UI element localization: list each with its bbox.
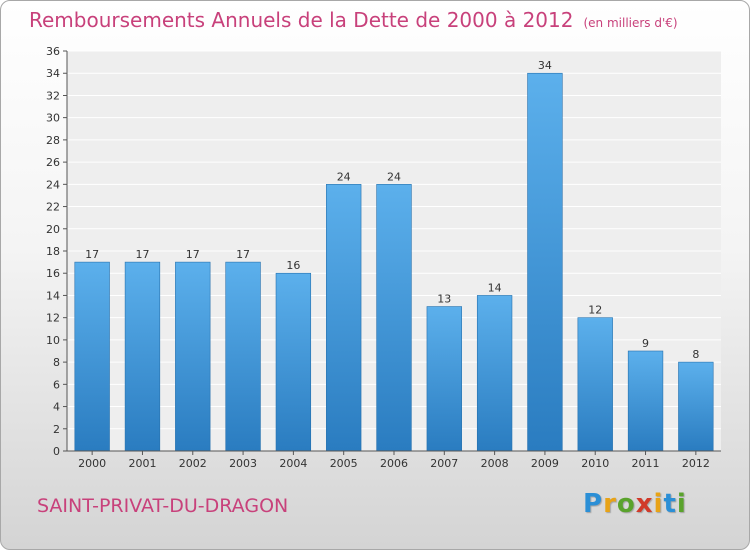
logo-letter: P [583, 489, 604, 519]
data-label-2006: 24 [387, 170, 401, 183]
logo-letter: i [676, 489, 687, 519]
logo-letter: r [603, 489, 617, 519]
y-tick-label: 16 [46, 267, 60, 280]
data-label-2001: 17 [135, 248, 149, 261]
data-label-2005: 24 [337, 170, 351, 183]
chart-unit-note: (en milliers d'€) [583, 16, 678, 30]
x-tick-label-2004: 2004 [279, 457, 307, 470]
x-tick-label-2000: 2000 [78, 457, 106, 470]
y-tick-label: 12 [46, 312, 60, 325]
data-label-2004: 16 [286, 259, 300, 272]
y-tick-label: 10 [46, 334, 60, 347]
x-tick-label-2009: 2009 [531, 457, 559, 470]
data-label-2008: 14 [488, 281, 502, 294]
y-tick-label: 28 [46, 134, 60, 147]
bar-2003 [225, 261, 261, 452]
chart-title: Remboursements Annuels de la Dette de 20… [29, 8, 678, 32]
bar-2012 [678, 361, 714, 452]
data-label-2012: 8 [692, 348, 699, 361]
y-tick-label: 26 [46, 156, 60, 169]
x-tick-label-2006: 2006 [380, 457, 408, 470]
y-tick-label: 18 [46, 245, 60, 258]
y-tick-label: 8 [53, 356, 60, 369]
y-tick-label: 36 [46, 45, 60, 58]
chart-title-text: Remboursements Annuels de la Dette de 20… [29, 8, 574, 32]
y-tick-label: 6 [53, 378, 60, 391]
y-tick-label: 22 [46, 201, 60, 214]
logo-letter: i [653, 489, 664, 519]
data-label-2000: 17 [85, 248, 99, 261]
x-tick-label-2001: 2001 [128, 457, 156, 470]
bar-2011 [627, 350, 664, 452]
bar-2007 [426, 306, 462, 452]
commune-name: SAINT-PRIVAT-DU-DRAGON [37, 495, 289, 517]
y-tick-label: 14 [46, 289, 60, 302]
y-tick-label: 24 [46, 178, 60, 191]
y-tick-label: 0 [53, 445, 60, 458]
axes-group [63, 50, 721, 455]
data-label-2002: 17 [186, 248, 200, 261]
x-tick-label-2003: 2003 [229, 457, 257, 470]
y-tick-label: 2 [53, 423, 60, 436]
x-tick-label-2005: 2005 [330, 457, 358, 470]
x-tick-label-2007: 2007 [430, 457, 458, 470]
bar-2010 [577, 317, 613, 452]
bar-2005 [326, 184, 362, 452]
bar-2001 [124, 261, 161, 452]
data-label-2010: 12 [588, 304, 602, 317]
bar-2002 [175, 261, 211, 452]
data-label-2003: 17 [236, 248, 250, 261]
x-tick-label-2010: 2010 [581, 457, 609, 470]
y-tick-label: 20 [46, 223, 60, 236]
y-tick-label: 32 [46, 89, 60, 102]
y-tick-label: 30 [46, 112, 60, 125]
x-tick-label-2008: 2008 [481, 457, 509, 470]
logo-letter: x [635, 489, 654, 519]
x-tick-label-2002: 2002 [179, 457, 207, 470]
data-label-2009: 34 [538, 59, 552, 72]
proxiti-logo: Proxiti [583, 489, 687, 519]
data-label-2007: 13 [437, 293, 451, 306]
y-tick-label: 34 [46, 67, 60, 80]
bar-2000 [74, 261, 110, 452]
bar-2008 [476, 295, 513, 452]
data-labels: 17 17 17 17 16 24 24 13 14 34 12 9 8 [85, 59, 699, 361]
x-tick-label-2012: 2012 [682, 457, 710, 470]
logo-letter: t [663, 489, 677, 519]
logo-letter: o [616, 489, 636, 519]
bar-2009 [527, 72, 563, 452]
bar-2006 [376, 184, 412, 452]
bars-group [74, 72, 714, 452]
data-label-2011: 9 [642, 337, 649, 350]
x-tick-label-2011: 2011 [632, 457, 660, 470]
x-tick-labels: 2000 2001 2002 2003 2004 2005 2006 2007 2008 2009… [78, 457, 710, 470]
y-tick-label: 4 [53, 401, 60, 414]
bar-2004 [275, 272, 312, 452]
